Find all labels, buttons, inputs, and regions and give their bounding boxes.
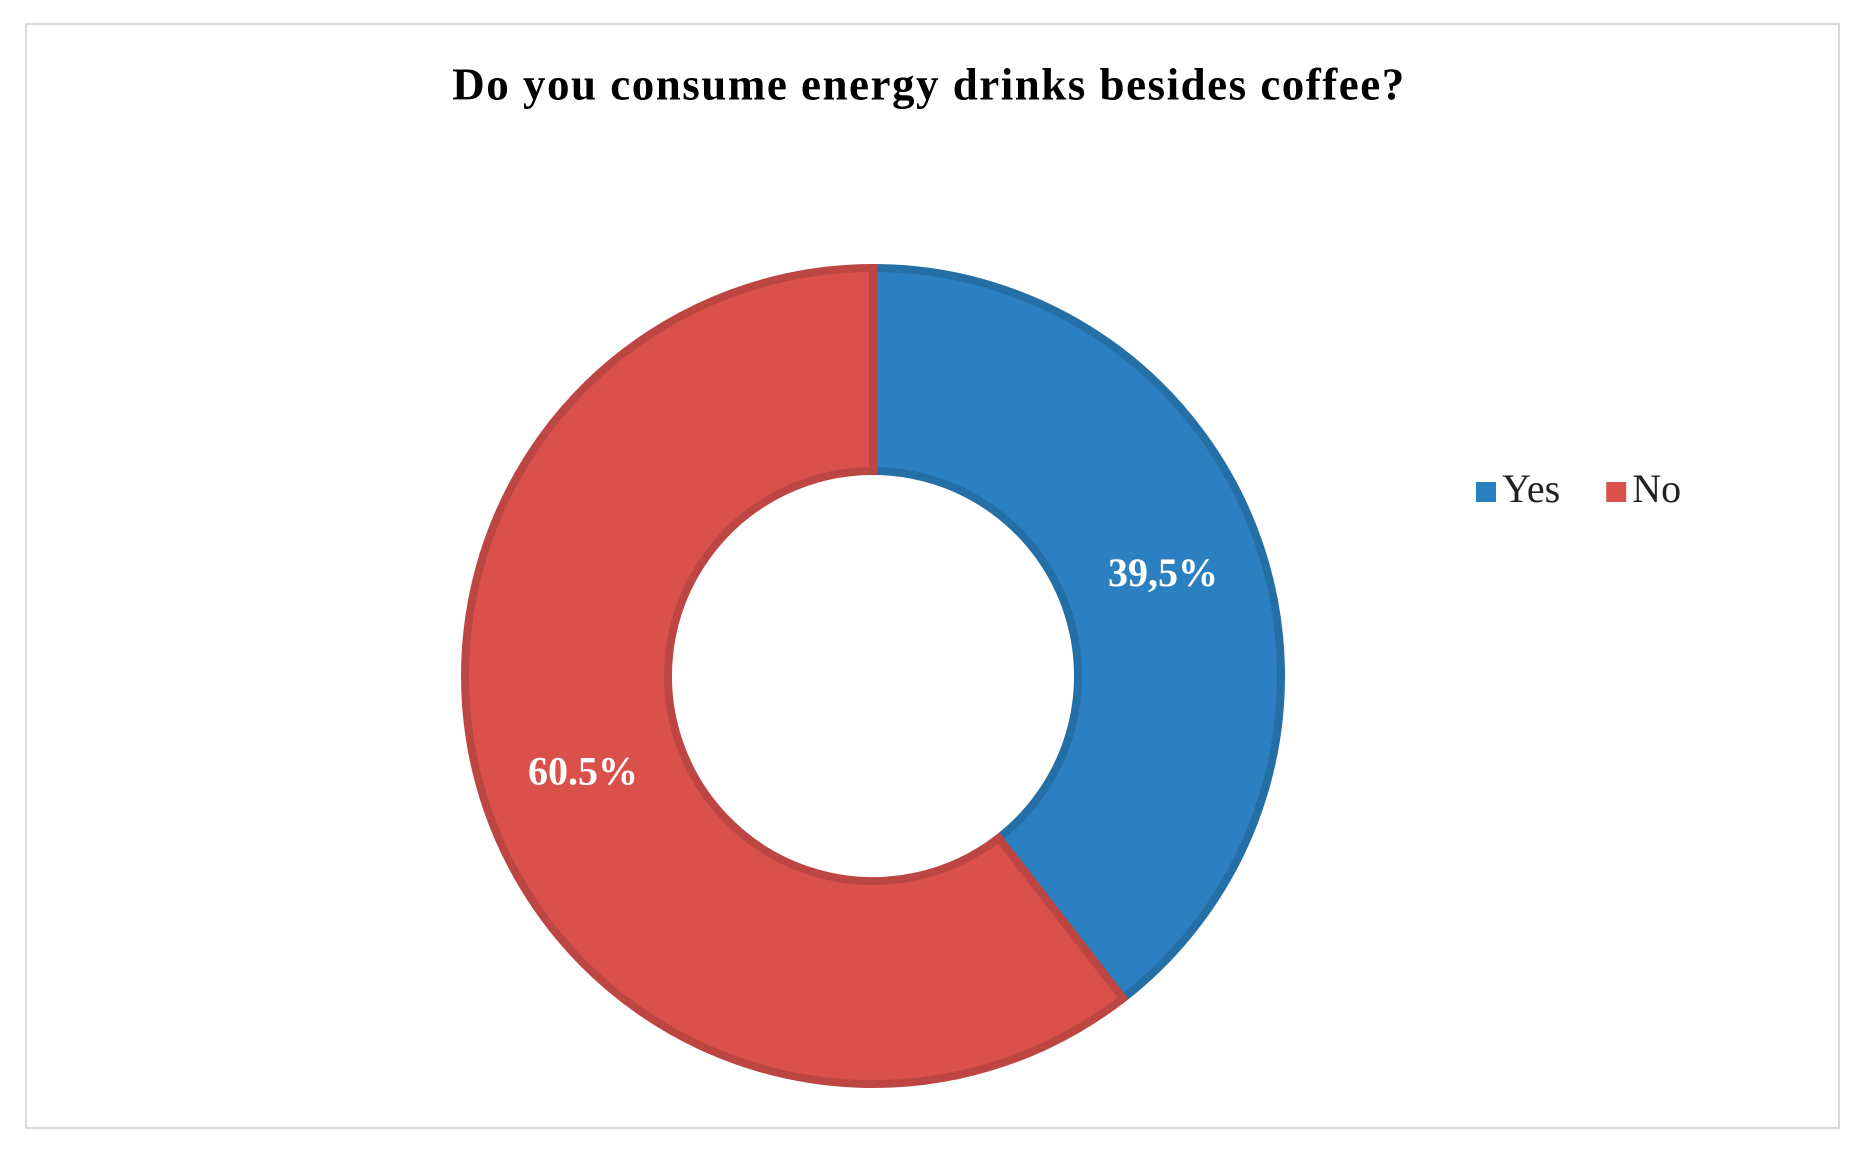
legend-label: Yes (1502, 466, 1560, 511)
legend-label: No (1632, 466, 1681, 511)
legend-swatch (1476, 482, 1496, 502)
chart-title: Do you consume energy drinks besides cof… (452, 59, 1405, 109)
data-label: 39,5% (1108, 550, 1218, 595)
legend-swatch (1606, 482, 1627, 502)
donut-segment (461, 263, 1129, 1088)
data-label: 60.5% (528, 748, 638, 793)
donut-segment (869, 263, 1285, 1004)
